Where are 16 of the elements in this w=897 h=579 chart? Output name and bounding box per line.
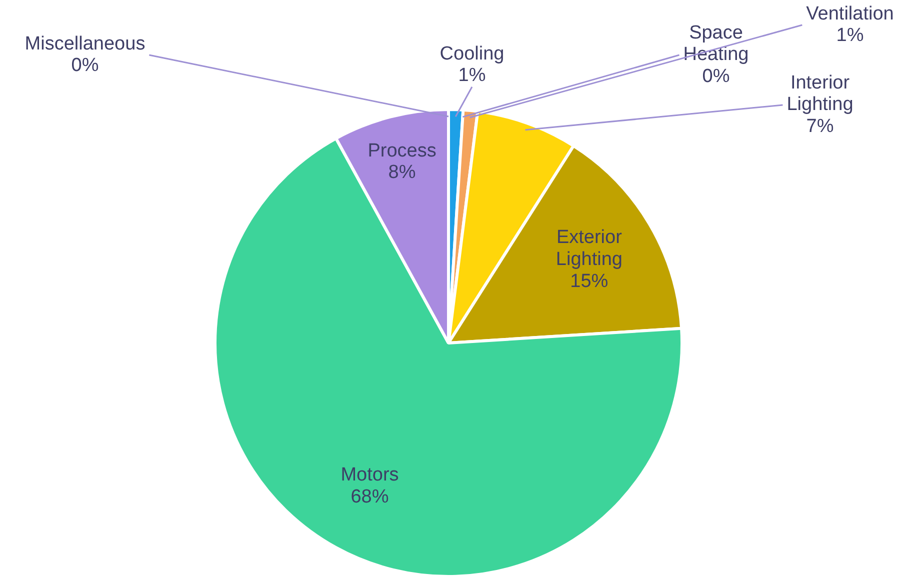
slice-label: Process <box>368 140 436 162</box>
data-label: 15% <box>570 270 608 292</box>
category-label: Miscellaneous <box>24 33 146 54</box>
slice-label: Exterior Lighting <box>556 227 623 270</box>
data-label: 1% <box>836 25 864 46</box>
category-label: Space Heating <box>683 22 749 66</box>
data-label: 7% <box>806 116 834 138</box>
slice-label: Interior Lighting <box>786 72 854 116</box>
text: 0% <box>71 55 99 76</box>
slice-label: Motors <box>340 464 399 486</box>
text: 0% <box>702 66 730 88</box>
data-label: 8% <box>388 162 416 184</box>
slice-label: Cooling <box>440 43 504 64</box>
data-label: 68% <box>350 486 389 508</box>
slice-label: Ventilation <box>806 3 894 24</box>
data-label: 1% <box>458 65 486 86</box>
